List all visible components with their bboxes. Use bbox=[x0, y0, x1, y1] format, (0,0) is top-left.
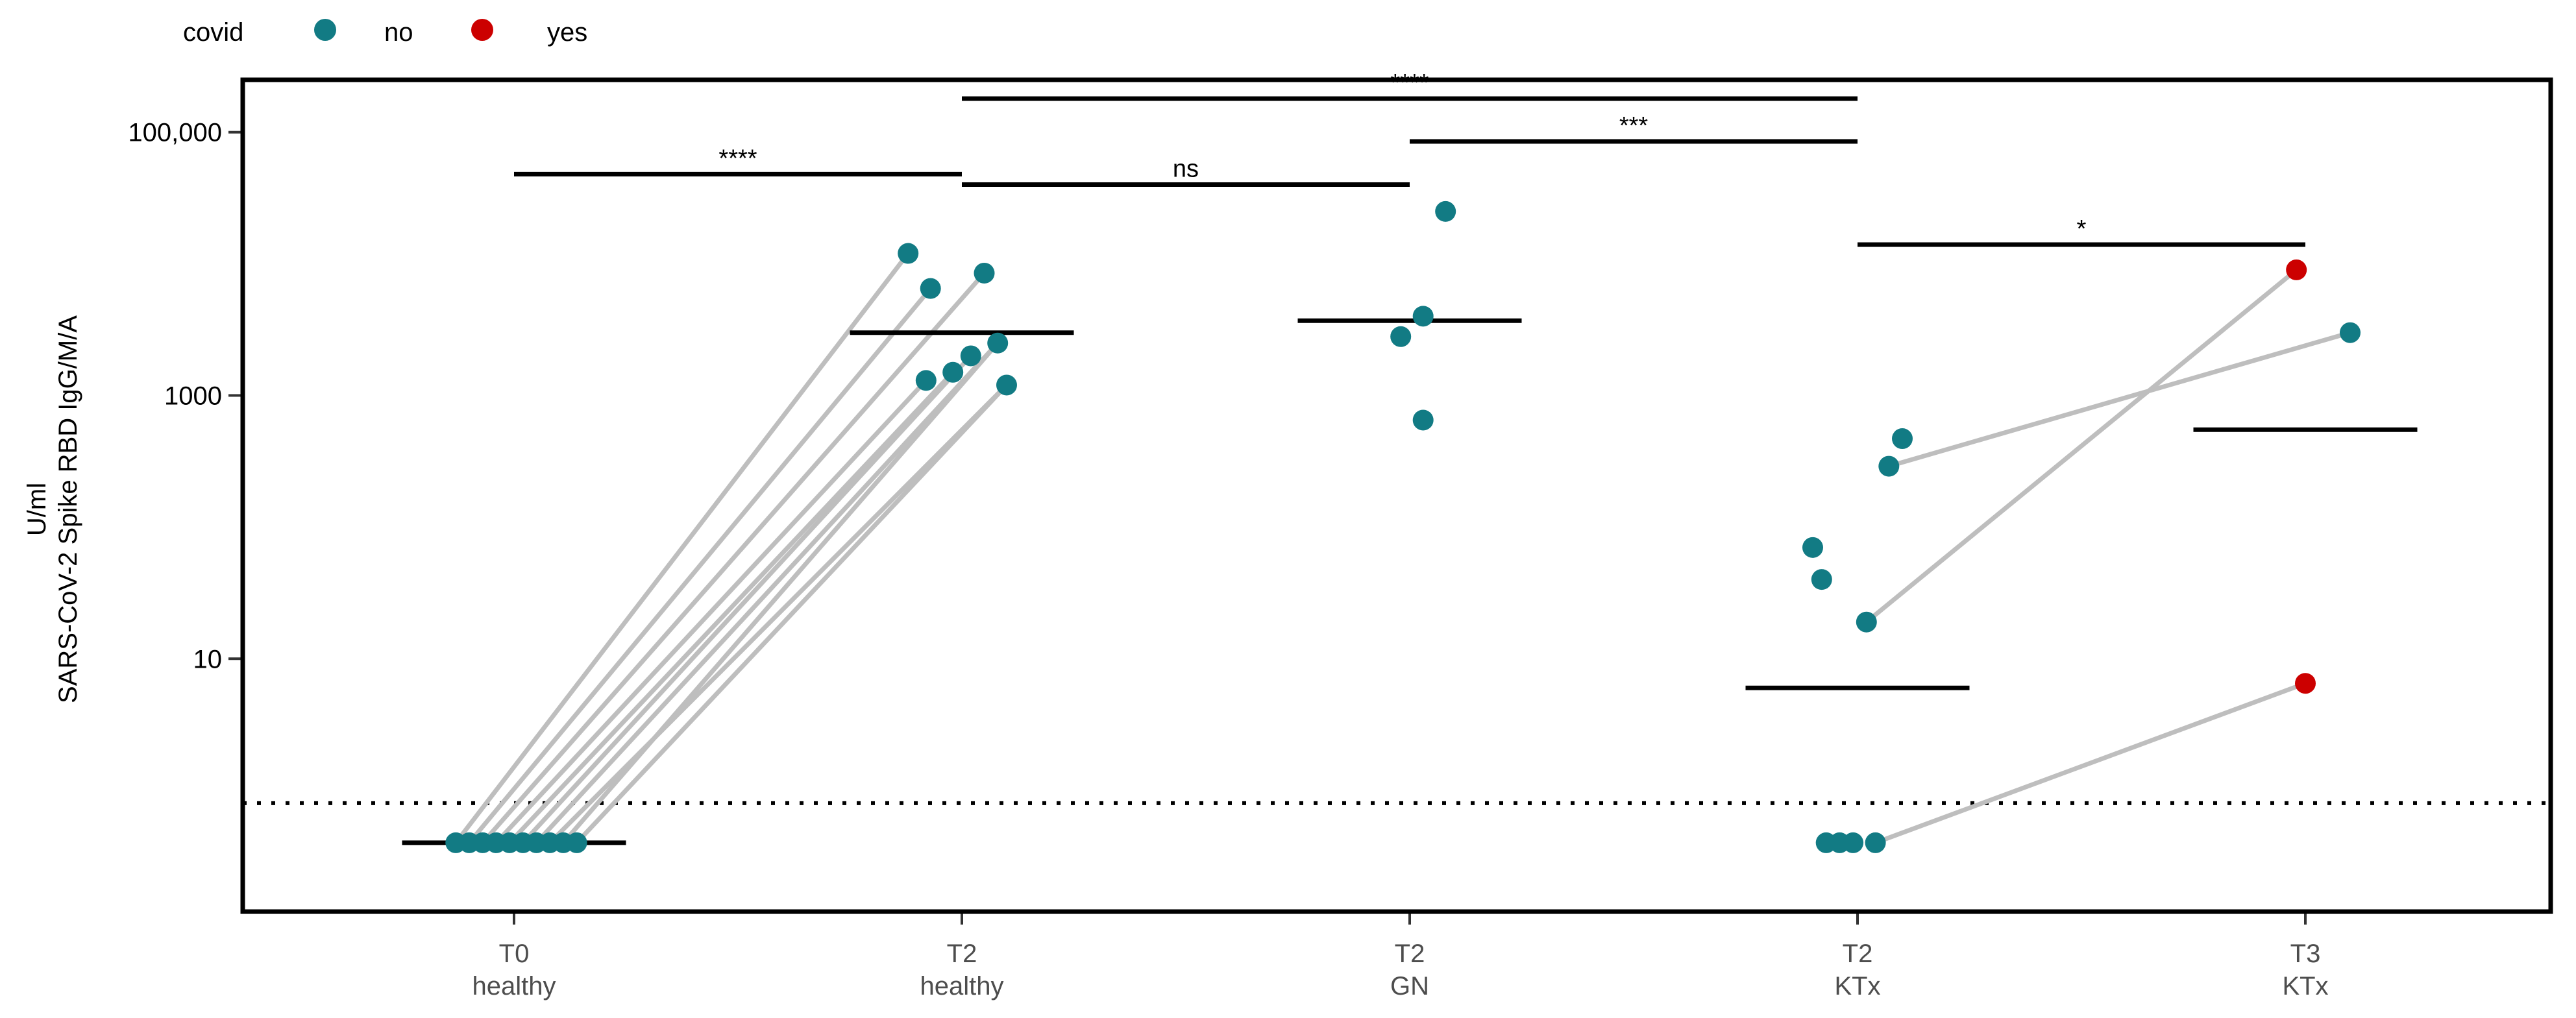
data-point bbox=[1811, 569, 1832, 590]
pair-line bbox=[494, 379, 928, 845]
data-point bbox=[566, 832, 587, 853]
data-point bbox=[1878, 455, 1900, 477]
significance-label: *** bbox=[1619, 112, 1649, 139]
pair-line bbox=[508, 370, 955, 845]
significance-label: **** bbox=[718, 145, 757, 172]
significance-label: **** bbox=[1390, 69, 1429, 97]
data-point bbox=[942, 361, 964, 383]
x-tick-label-time: T0 bbox=[499, 939, 530, 968]
data-point bbox=[898, 243, 919, 264]
y-tick-label: 1000 bbox=[164, 382, 222, 411]
significance-label: ns bbox=[1173, 155, 1199, 182]
pair-line bbox=[1874, 681, 2307, 845]
data-point bbox=[1802, 537, 1823, 558]
data-point bbox=[960, 345, 981, 367]
legend-dot-no bbox=[314, 19, 336, 41]
data-point bbox=[996, 374, 1017, 396]
x-tick-label-time: T2 bbox=[1843, 939, 1873, 968]
x-tick-label-group: healthy bbox=[920, 972, 1004, 1000]
data-point bbox=[1390, 326, 1412, 347]
x-tick-label-time: T3 bbox=[2290, 939, 2321, 968]
y-tick-label: 10 bbox=[193, 645, 223, 673]
data-point-covid bbox=[2295, 673, 2316, 694]
legend: covid no yes bbox=[0, 0, 779, 71]
data-point bbox=[1435, 200, 1456, 222]
legend-title: covid bbox=[183, 18, 244, 47]
x-tick-label-group: KTx bbox=[2282, 972, 2328, 1000]
data-point bbox=[1412, 306, 1434, 327]
pair-line bbox=[1888, 330, 2351, 468]
pair-line bbox=[521, 354, 973, 845]
data-point bbox=[1892, 428, 1913, 450]
pair-line bbox=[467, 287, 933, 845]
pair-line bbox=[481, 271, 987, 845]
y-tick-label: 100,000 bbox=[128, 119, 222, 147]
significance-label: * bbox=[2077, 215, 2087, 243]
data-point bbox=[1856, 611, 1877, 633]
data-point bbox=[920, 278, 941, 299]
data-point-covid bbox=[2286, 259, 2307, 280]
data-point bbox=[974, 262, 995, 284]
plot-frame bbox=[240, 77, 2553, 914]
pair-line bbox=[548, 383, 1009, 845]
x-tick-label-time: T2 bbox=[947, 939, 977, 968]
data-point bbox=[1412, 409, 1434, 431]
x-tick-label-group: KTx bbox=[1834, 972, 1880, 1000]
pair-line bbox=[575, 383, 1009, 845]
data-point bbox=[2340, 322, 2361, 343]
pair-line bbox=[454, 252, 910, 845]
legend-dot-yes bbox=[471, 19, 493, 41]
legend-label-no: no bbox=[384, 18, 413, 47]
data-point bbox=[915, 370, 937, 391]
x-tick-label-time: T2 bbox=[1395, 939, 1425, 968]
pair-line bbox=[561, 341, 1000, 845]
data-point bbox=[987, 332, 1009, 354]
pair-line bbox=[1865, 268, 2298, 624]
data-point bbox=[1843, 832, 1864, 853]
data-point bbox=[1865, 832, 1886, 853]
legend-label-yes: yes bbox=[547, 18, 588, 47]
x-tick-label-group: healthy bbox=[472, 972, 556, 1000]
pair-line bbox=[534, 341, 1000, 845]
x-tick-label-group: GN bbox=[1390, 972, 1429, 1000]
y-axis-label-title: SARS-CoV-2 Spike RBD IgG/M/A bbox=[54, 315, 82, 703]
y-axis-label-unit: U/ml bbox=[23, 483, 51, 536]
